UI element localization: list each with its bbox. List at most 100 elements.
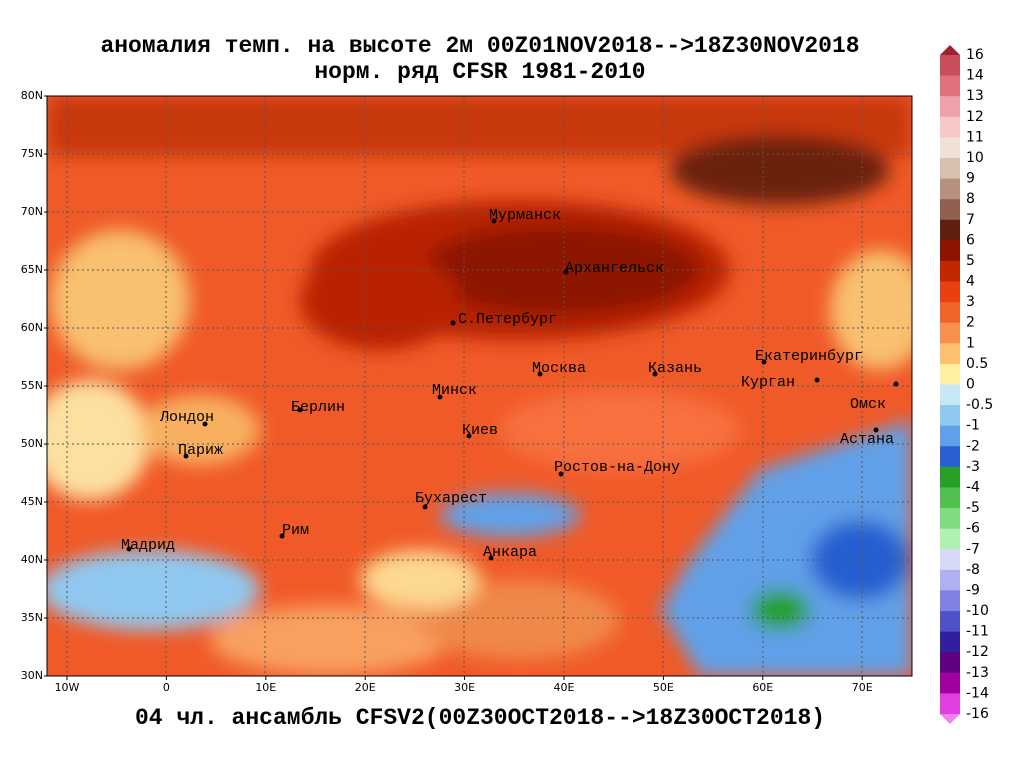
colorbar-label: -13	[966, 665, 989, 681]
colorbar-label: -7	[966, 541, 980, 557]
color-swatch	[940, 466, 960, 488]
color-arrow-bottom	[940, 714, 960, 724]
colorbar-label: -3	[966, 459, 980, 475]
city-dot	[558, 471, 564, 477]
color-swatch	[940, 157, 960, 180]
lon-label: 40E	[554, 681, 575, 694]
colorbar-label: 8	[966, 191, 975, 207]
city-label: Мадрид	[121, 537, 175, 554]
city-label: Анкара	[483, 544, 537, 561]
city-dot	[563, 269, 569, 275]
lon-label: 0	[163, 681, 170, 694]
colorbar-label: -9	[966, 582, 980, 598]
lat-label: 30N	[21, 669, 43, 682]
lat-label: 75N	[21, 147, 43, 160]
colorbar-label: 16	[966, 47, 984, 63]
colorbar-label: -1	[966, 418, 980, 434]
lat-label: 35N	[21, 611, 43, 624]
color-swatch	[940, 672, 960, 694]
city-dot	[422, 504, 428, 510]
lat-label: 50N	[21, 437, 43, 450]
city-dot	[183, 453, 189, 459]
city-label: Киев	[462, 422, 498, 439]
lat-label: 80N	[21, 89, 43, 102]
colorbar-label: 7	[966, 212, 975, 228]
city-dot	[761, 359, 767, 365]
colorbar-label: -8	[966, 562, 980, 578]
title: аномалия темп. на высоте 2м 00Z01NOV2018…	[100, 33, 859, 59]
city-dot	[279, 533, 285, 539]
city-label: Лондон	[159, 409, 214, 426]
color-swatch	[940, 55, 960, 77]
footer: 04 чл. ансамбль CFSV2(00Z30OCT2018-->18Z…	[135, 705, 825, 731]
colorbar-label: 5	[966, 253, 975, 269]
color-swatch	[940, 302, 960, 324]
color-swatch	[940, 425, 960, 447]
lon-label: 70E	[852, 681, 873, 694]
lon-label: 10E	[255, 681, 276, 694]
city-label: Бухарест	[415, 490, 487, 507]
city-label: Архангельск	[565, 260, 664, 277]
colorbar-label: -14	[966, 685, 989, 701]
colorbar-label: -6	[966, 521, 980, 537]
city-dot	[814, 377, 820, 383]
city-label: Екатеринбург	[755, 348, 863, 365]
city-label: Омск	[850, 396, 886, 413]
colorbar-label: 14	[966, 68, 984, 84]
colorbar-label: 10	[966, 150, 984, 166]
lon-label: 60E	[752, 681, 773, 694]
city-dot	[873, 427, 879, 433]
city-label: Ростов-на-Дону	[554, 459, 680, 476]
color-swatch	[940, 75, 960, 97]
color-swatch	[940, 281, 960, 303]
colorbar-label: 1	[966, 335, 975, 351]
color-swatch	[940, 487, 960, 509]
colorbar-label: 6	[966, 232, 975, 248]
color-swatch	[940, 260, 960, 283]
lat-label: 60N	[21, 321, 43, 334]
colorbar-label: -12	[966, 644, 989, 660]
city-dot	[202, 421, 208, 427]
color-swatch	[940, 405, 960, 427]
color-swatch	[940, 590, 960, 612]
colorbar-label: 12	[966, 109, 984, 125]
color-swatch	[940, 652, 960, 674]
city-dot	[466, 433, 472, 439]
city-label: Курган	[741, 374, 795, 391]
color-swatch	[940, 322, 960, 344]
lat-label: 40N	[21, 553, 43, 566]
color-swatch	[940, 569, 960, 591]
subtitle: норм. ряд CFSR 1981-2010	[314, 59, 645, 85]
lon-label: 20E	[355, 681, 376, 694]
colorbar-label: 0.5	[966, 356, 988, 372]
colorbar-label: 13	[966, 88, 984, 104]
labels: 80N 75N 70N 65N 60N 55N 50N 45N 40N 35N 30N 10W 0 10E…	[21, 89, 899, 694]
color-swatch	[940, 611, 960, 633]
color-swatch	[940, 137, 960, 159]
anomaly-field	[47, 96, 912, 676]
colorbar-label: -5	[966, 500, 980, 516]
colorbar-label: -11	[966, 624, 989, 640]
colorbar-label: -16	[966, 706, 989, 722]
color-swatch	[940, 116, 960, 138]
lat-label: 70N	[21, 205, 43, 218]
city-label: Минск	[432, 382, 477, 399]
colorbar-label: -4	[966, 479, 980, 495]
color-swatch	[940, 219, 960, 241]
color-swatch	[940, 528, 960, 550]
city-dot	[488, 555, 494, 561]
city-label: Москва	[532, 360, 586, 377]
city-dot	[652, 371, 658, 377]
city-label: Мурманск	[489, 207, 561, 224]
lon-label: 30E	[454, 681, 475, 694]
colorbar-label: 2	[966, 315, 975, 331]
lat-label: 45N	[21, 495, 43, 508]
city-dot	[437, 394, 443, 400]
city-label: Астана	[840, 431, 894, 448]
colorbar-label: 11	[966, 129, 984, 145]
city-dot	[491, 218, 497, 224]
color-swatch	[940, 343, 960, 365]
colorbar: 16 14 13 12 11 10 9 8 7 6 5 4 3 2 1 0.5 0 -0.5 -1 -2 -3 -4 -5 -…	[940, 45, 993, 724]
colorbar-label: 4	[966, 274, 975, 290]
